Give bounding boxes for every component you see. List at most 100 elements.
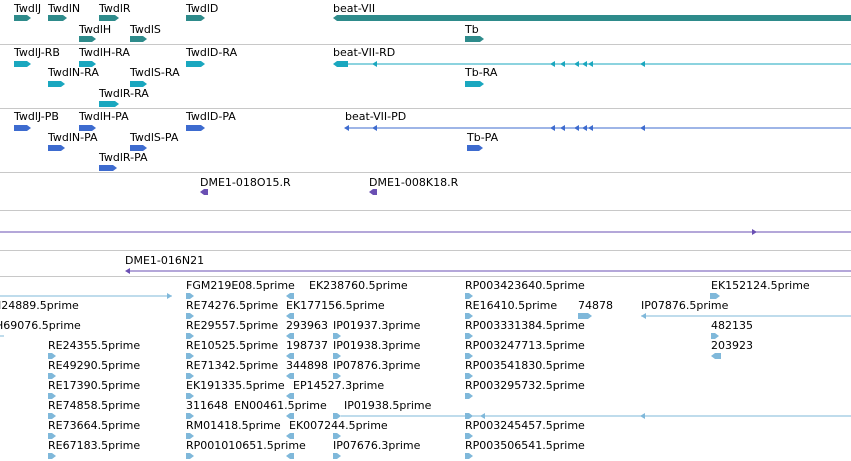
est-feature[interactable] bbox=[286, 433, 294, 439]
est-feature[interactable] bbox=[186, 333, 194, 339]
est-feature[interactable] bbox=[48, 433, 56, 439]
transcript-feature[interactable] bbox=[130, 81, 147, 87]
transcript-feature[interactable] bbox=[48, 81, 65, 87]
est-label: RE74858.5prime bbox=[48, 399, 140, 412]
est-feature[interactable] bbox=[465, 373, 473, 379]
est-feature[interactable] bbox=[710, 293, 720, 299]
est-feature[interactable] bbox=[333, 413, 341, 419]
strand-arrow bbox=[574, 61, 579, 67]
est-feature[interactable] bbox=[48, 453, 56, 459]
transcript-label: TwdlR-RA bbox=[98, 87, 149, 100]
est-feature[interactable] bbox=[465, 433, 473, 439]
transcript-feature[interactable] bbox=[14, 61, 31, 67]
est-feature[interactable] bbox=[333, 433, 341, 439]
strand-arrow bbox=[372, 125, 377, 131]
est-feature[interactable] bbox=[465, 293, 473, 299]
est-feature[interactable] bbox=[286, 353, 294, 359]
est-feature[interactable] bbox=[465, 393, 473, 399]
transcript-label: TwdlJ-RB bbox=[13, 46, 60, 59]
est-feature[interactable] bbox=[286, 453, 294, 459]
clone-label: DME1-018O15.R bbox=[200, 176, 291, 189]
est-feature[interactable] bbox=[333, 453, 341, 459]
est-feature[interactable] bbox=[711, 333, 719, 339]
gene-feature[interactable] bbox=[465, 36, 484, 42]
est-feature[interactable] bbox=[48, 393, 56, 399]
est-label: FGM219E08.5prime bbox=[186, 279, 295, 292]
est-feature[interactable] bbox=[578, 313, 592, 319]
gene-feature[interactable] bbox=[99, 15, 119, 21]
transcript-feature[interactable] bbox=[130, 145, 147, 151]
transcript-feature[interactable] bbox=[48, 145, 65, 151]
est-label: 311648 bbox=[186, 399, 228, 412]
transcript-feature[interactable] bbox=[333, 61, 348, 67]
gene-label: TwdlN bbox=[47, 2, 80, 15]
gene-feature[interactable] bbox=[48, 15, 67, 21]
est-feature[interactable] bbox=[48, 373, 56, 379]
transcript-feature[interactable] bbox=[186, 61, 205, 67]
strand-arrow bbox=[344, 125, 349, 131]
strand-arrow bbox=[480, 413, 485, 419]
est-feature[interactable] bbox=[333, 353, 341, 359]
est-feature[interactable] bbox=[286, 333, 294, 339]
est-label: RE71342.5prime bbox=[186, 359, 278, 372]
est-feature[interactable] bbox=[186, 373, 194, 379]
est-feature[interactable] bbox=[465, 453, 473, 459]
est-label: 344898 bbox=[286, 359, 328, 372]
est-label: RE67183.5prime bbox=[48, 439, 140, 452]
est-feature[interactable] bbox=[465, 313, 473, 319]
est-feature[interactable] bbox=[186, 353, 194, 359]
est-feature[interactable] bbox=[286, 373, 294, 379]
est-feature[interactable] bbox=[286, 293, 294, 299]
transcript-label: TwdlD-PA bbox=[185, 110, 236, 123]
est-feature[interactable] bbox=[186, 393, 194, 399]
strand-arrow bbox=[550, 61, 555, 67]
transcript-feature[interactable] bbox=[186, 125, 205, 131]
est-label: EK152124.5prime bbox=[711, 279, 810, 292]
est-feature[interactable] bbox=[286, 393, 294, 399]
strand-arrow bbox=[574, 125, 579, 131]
est-feature[interactable] bbox=[333, 373, 341, 379]
strand-arrow bbox=[560, 61, 565, 67]
est-feature[interactable] bbox=[186, 293, 194, 299]
est-label: IP07876.5prime bbox=[641, 299, 729, 312]
est-label: 482135 bbox=[711, 319, 753, 332]
est-feature[interactable] bbox=[186, 413, 194, 419]
strand-arrow bbox=[752, 229, 757, 235]
transcript-feature[interactable] bbox=[99, 101, 119, 107]
gene-feature[interactable] bbox=[14, 15, 31, 21]
clone-feature[interactable] bbox=[200, 189, 208, 195]
transcript-feature[interactable] bbox=[79, 61, 96, 67]
est-label: RE24355.5prime bbox=[48, 339, 140, 352]
est-feature[interactable] bbox=[186, 313, 194, 319]
est-feature[interactable] bbox=[286, 313, 294, 319]
transcript-feature[interactable] bbox=[79, 125, 96, 131]
est-feature[interactable] bbox=[286, 413, 294, 419]
gene-feature[interactable] bbox=[333, 15, 851, 21]
clone-feature[interactable] bbox=[369, 189, 377, 195]
gene-feature[interactable] bbox=[130, 36, 147, 42]
est-feature[interactable] bbox=[186, 433, 194, 439]
est-feature[interactable] bbox=[711, 353, 721, 359]
est-feature[interactable] bbox=[333, 333, 341, 339]
transcript-feature[interactable] bbox=[465, 81, 484, 87]
gene-label: TwdlS bbox=[129, 23, 161, 36]
est-label: IP07676.3prime bbox=[333, 439, 421, 452]
est-label: IP01938.3prime bbox=[333, 339, 421, 352]
gene-feature[interactable] bbox=[186, 15, 205, 21]
est-label: EP14527.3prime bbox=[293, 379, 384, 392]
transcript-feature[interactable] bbox=[14, 125, 31, 131]
est-feature[interactable] bbox=[465, 353, 473, 359]
transcript-label: Tb-PA bbox=[466, 131, 499, 144]
est-feature[interactable] bbox=[48, 353, 56, 359]
gene-feature[interactable] bbox=[79, 36, 96, 42]
est-feature[interactable] bbox=[48, 413, 56, 419]
est-feature[interactable] bbox=[465, 333, 473, 339]
strand-arrow bbox=[588, 61, 593, 67]
est-feature[interactable] bbox=[186, 453, 194, 459]
strand-arrow bbox=[582, 125, 587, 131]
transcript-feature[interactable] bbox=[99, 165, 117, 171]
strand-arrow bbox=[640, 125, 645, 131]
transcript-label: beat-VII-PD bbox=[345, 110, 406, 123]
transcript-feature[interactable] bbox=[467, 145, 483, 151]
